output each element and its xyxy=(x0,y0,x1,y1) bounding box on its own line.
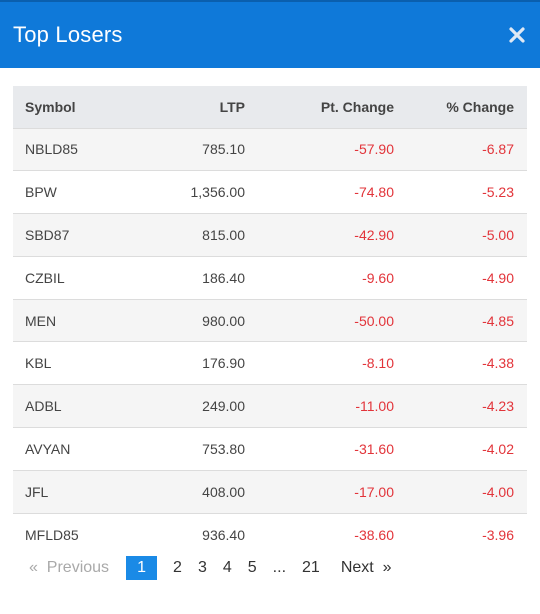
cell-ltp: 186.40 xyxy=(202,269,245,286)
table-row[interactable]: MEN 980.00 -50.00 -4.85 xyxy=(13,299,527,342)
cell-symbol[interactable]: MFLD85 xyxy=(25,526,79,542)
cell-pct-change: -4.00 xyxy=(482,483,514,500)
cell-pt-change: -31.60 xyxy=(354,440,394,457)
cell-pt-change: -17.00 xyxy=(354,483,394,500)
cell-symbol[interactable]: SBD87 xyxy=(25,226,70,243)
cell-symbol[interactable]: AVYAN xyxy=(25,440,71,457)
cell-symbol[interactable]: MEN xyxy=(25,312,57,329)
modal-title: Top Losers xyxy=(13,22,123,47)
cell-ltp: 408.00 xyxy=(202,483,245,500)
page-button-21[interactable]: 21 xyxy=(302,559,320,576)
cell-pt-change: -9.60 xyxy=(362,269,394,286)
page-button-1[interactable]: 1 xyxy=(126,556,158,580)
column-header-ltp[interactable]: LTP xyxy=(219,98,245,115)
cell-symbol[interactable]: BPW xyxy=(25,184,57,201)
table-row[interactable]: CZBIL 186.40 -9.60 -4.90 xyxy=(13,256,527,300)
next-page-button[interactable]: Next » xyxy=(340,559,392,576)
cell-ltp: 785.10 xyxy=(202,141,245,158)
cell-symbol[interactable]: CZBIL xyxy=(25,269,65,286)
table-header-row: Symbol LTP Pt. Change % Change xyxy=(13,86,527,128)
table-row[interactable]: AVYAN 753.80 -31.60 -4.02 xyxy=(13,427,527,471)
column-header-pt-change[interactable]: Pt. Change xyxy=(320,98,394,115)
table-row[interactable]: NBLD85 785.10 -57.90 -6.87 xyxy=(13,128,527,171)
page-ellipsis: ... xyxy=(272,559,287,576)
cell-pct-change: -3.96 xyxy=(482,526,514,542)
cell-pt-change: -8.10 xyxy=(362,355,394,372)
page-button-4[interactable]: 4 xyxy=(222,559,232,576)
cell-pct-change: -4.85 xyxy=(482,312,514,329)
cell-pct-change: -4.02 xyxy=(482,440,514,457)
modal-header: Top Losers xyxy=(0,0,540,68)
cell-pct-change: -4.38 xyxy=(482,355,514,372)
cell-ltp: 176.90 xyxy=(202,355,245,372)
column-header-symbol[interactable]: Symbol xyxy=(25,98,76,115)
column-header-pct-change[interactable]: % Change xyxy=(446,98,514,115)
table-row[interactable]: KBL 176.90 -8.10 -4.38 xyxy=(13,341,527,385)
losers-table: Symbol LTP Pt. Change % Change NBLD85 78… xyxy=(13,86,527,542)
cell-pct-change: -6.87 xyxy=(482,141,514,158)
cell-pt-change: -57.90 xyxy=(354,141,394,158)
table-row[interactable]: JFL 408.00 -17.00 -4.00 xyxy=(13,470,527,514)
cell-symbol[interactable]: JFL xyxy=(25,483,49,500)
cell-pct-change: -4.90 xyxy=(482,269,514,286)
cell-pct-change: -4.23 xyxy=(482,398,514,415)
page-button-2[interactable]: 2 xyxy=(173,559,182,576)
table-row[interactable]: MFLD85 936.40 -38.60 -3.96 xyxy=(13,513,527,542)
cell-symbol[interactable]: NBLD85 xyxy=(25,141,78,158)
cell-pt-change: -50.00 xyxy=(354,312,394,329)
table-row[interactable]: ADBL 249.00 -11.00 -4.23 xyxy=(13,384,527,428)
pagination: « Previous 1 2 3 4 5 ... 21 Next » xyxy=(22,556,399,580)
previous-page-button[interactable]: « Previous xyxy=(29,559,110,576)
cell-pt-change: -11.00 xyxy=(355,398,394,415)
cell-ltp: 815.00 xyxy=(202,226,245,243)
cell-symbol[interactable]: KBL xyxy=(25,355,52,372)
cell-ltp: 249.00 xyxy=(202,398,245,415)
cell-pt-change: -42.90 xyxy=(354,226,394,243)
cell-ltp: 1,356.00 xyxy=(190,184,246,201)
cell-pct-change: -5.23 xyxy=(482,184,514,201)
cell-ltp: 936.40 xyxy=(202,526,245,542)
cell-pct-change: -5.00 xyxy=(482,226,514,243)
losers-table-container: Symbol LTP Pt. Change % Change NBLD85 78… xyxy=(13,86,527,542)
page-button-5[interactable]: 5 xyxy=(247,559,257,576)
page-button-3[interactable]: 3 xyxy=(197,559,207,576)
table-row[interactable]: SBD87 815.00 -42.90 -5.00 xyxy=(13,213,527,257)
cell-pt-change: -74.80 xyxy=(354,184,394,201)
table-row[interactable]: BPW 1,356.00 -74.80 -5.23 xyxy=(13,170,527,214)
cell-ltp: 980.00 xyxy=(202,312,245,329)
close-icon[interactable] xyxy=(506,24,528,46)
cell-symbol[interactable]: ADBL xyxy=(25,398,62,415)
cell-ltp: 753.80 xyxy=(202,440,245,457)
cell-pt-change: -38.60 xyxy=(354,526,394,542)
